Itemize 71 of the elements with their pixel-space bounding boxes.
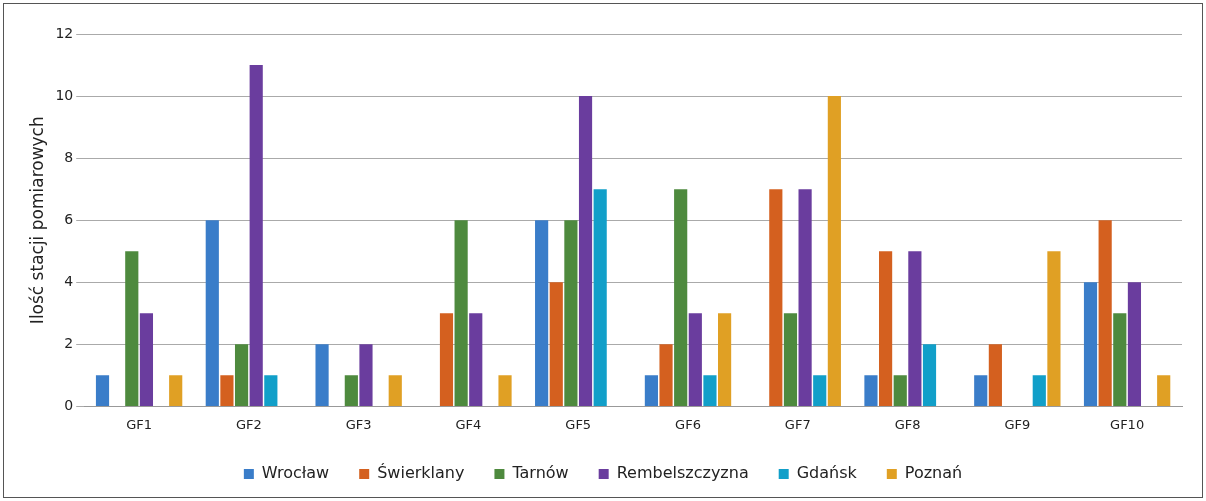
bar xyxy=(769,189,783,406)
bar xyxy=(139,313,154,406)
bar xyxy=(659,344,673,406)
y-tick-label: 0 xyxy=(64,397,74,414)
bar xyxy=(674,189,688,406)
x-tick-label: GF9 xyxy=(1004,416,1031,432)
legend-label: Poznań xyxy=(904,463,963,483)
x-tick-label: GF10 xyxy=(1110,416,1145,432)
bar xyxy=(783,313,798,406)
legend-label: Gdańsk xyxy=(796,463,858,483)
x-tick-label: GF5 xyxy=(565,416,592,432)
bar xyxy=(1157,375,1171,406)
bar xyxy=(1113,313,1127,406)
bar xyxy=(549,282,563,406)
bar xyxy=(578,96,593,406)
bar xyxy=(315,344,329,406)
bar xyxy=(864,375,878,406)
x-tick-label: GF8 xyxy=(894,416,921,432)
bar xyxy=(922,344,937,406)
bar xyxy=(125,251,139,406)
bar xyxy=(220,375,234,406)
bar xyxy=(205,220,219,406)
y-tick-label: 4 xyxy=(64,272,74,289)
bar xyxy=(1032,375,1046,406)
bar xyxy=(249,65,263,406)
bar xyxy=(535,220,549,406)
x-tick-label: GF1 xyxy=(126,416,153,432)
bar xyxy=(359,344,373,406)
x-tick-label: GF7 xyxy=(784,416,811,432)
legend-label: Świerklany xyxy=(377,463,465,483)
bar xyxy=(1127,282,1142,406)
x-tick-label: GF6 xyxy=(675,416,701,432)
bar xyxy=(988,344,1002,406)
bar xyxy=(439,313,454,406)
bar xyxy=(974,375,988,406)
y-tick-label: 6 xyxy=(64,210,74,227)
bar xyxy=(703,375,717,406)
bar xyxy=(827,96,841,406)
bar xyxy=(498,375,512,406)
y-tick-label: 8 xyxy=(64,148,74,165)
bar xyxy=(564,220,578,406)
x-tick-label: GF2 xyxy=(235,416,262,432)
bar xyxy=(813,375,827,406)
bar xyxy=(169,375,183,406)
bar xyxy=(1047,251,1061,406)
bar xyxy=(593,189,607,406)
legend-label: Tarnów xyxy=(511,463,569,483)
bar xyxy=(344,375,358,406)
bar xyxy=(798,189,812,406)
bar xyxy=(718,313,732,406)
bar xyxy=(264,375,278,406)
bar xyxy=(234,344,249,406)
y-tick-label: 12 xyxy=(55,24,74,41)
bar xyxy=(908,251,922,406)
y-tick-label: 10 xyxy=(55,86,74,103)
bar xyxy=(893,375,907,406)
bar xyxy=(95,375,110,406)
y-tick-label: 2 xyxy=(64,334,74,351)
bar xyxy=(644,375,658,406)
bar xyxy=(388,375,402,406)
bar xyxy=(1098,220,1112,406)
bar xyxy=(879,251,893,406)
y-axis-title: Ilość stacji pomiarowych xyxy=(26,116,47,325)
x-tick-label: GF4 xyxy=(455,416,482,432)
x-tick-label: GF3 xyxy=(345,416,372,432)
bar xyxy=(688,313,702,406)
legend-label: Wrocław xyxy=(261,463,330,483)
bar xyxy=(469,313,483,406)
bar xyxy=(1083,282,1098,406)
bar xyxy=(454,220,468,406)
legend-label: Rembelszczyzna xyxy=(616,463,749,483)
